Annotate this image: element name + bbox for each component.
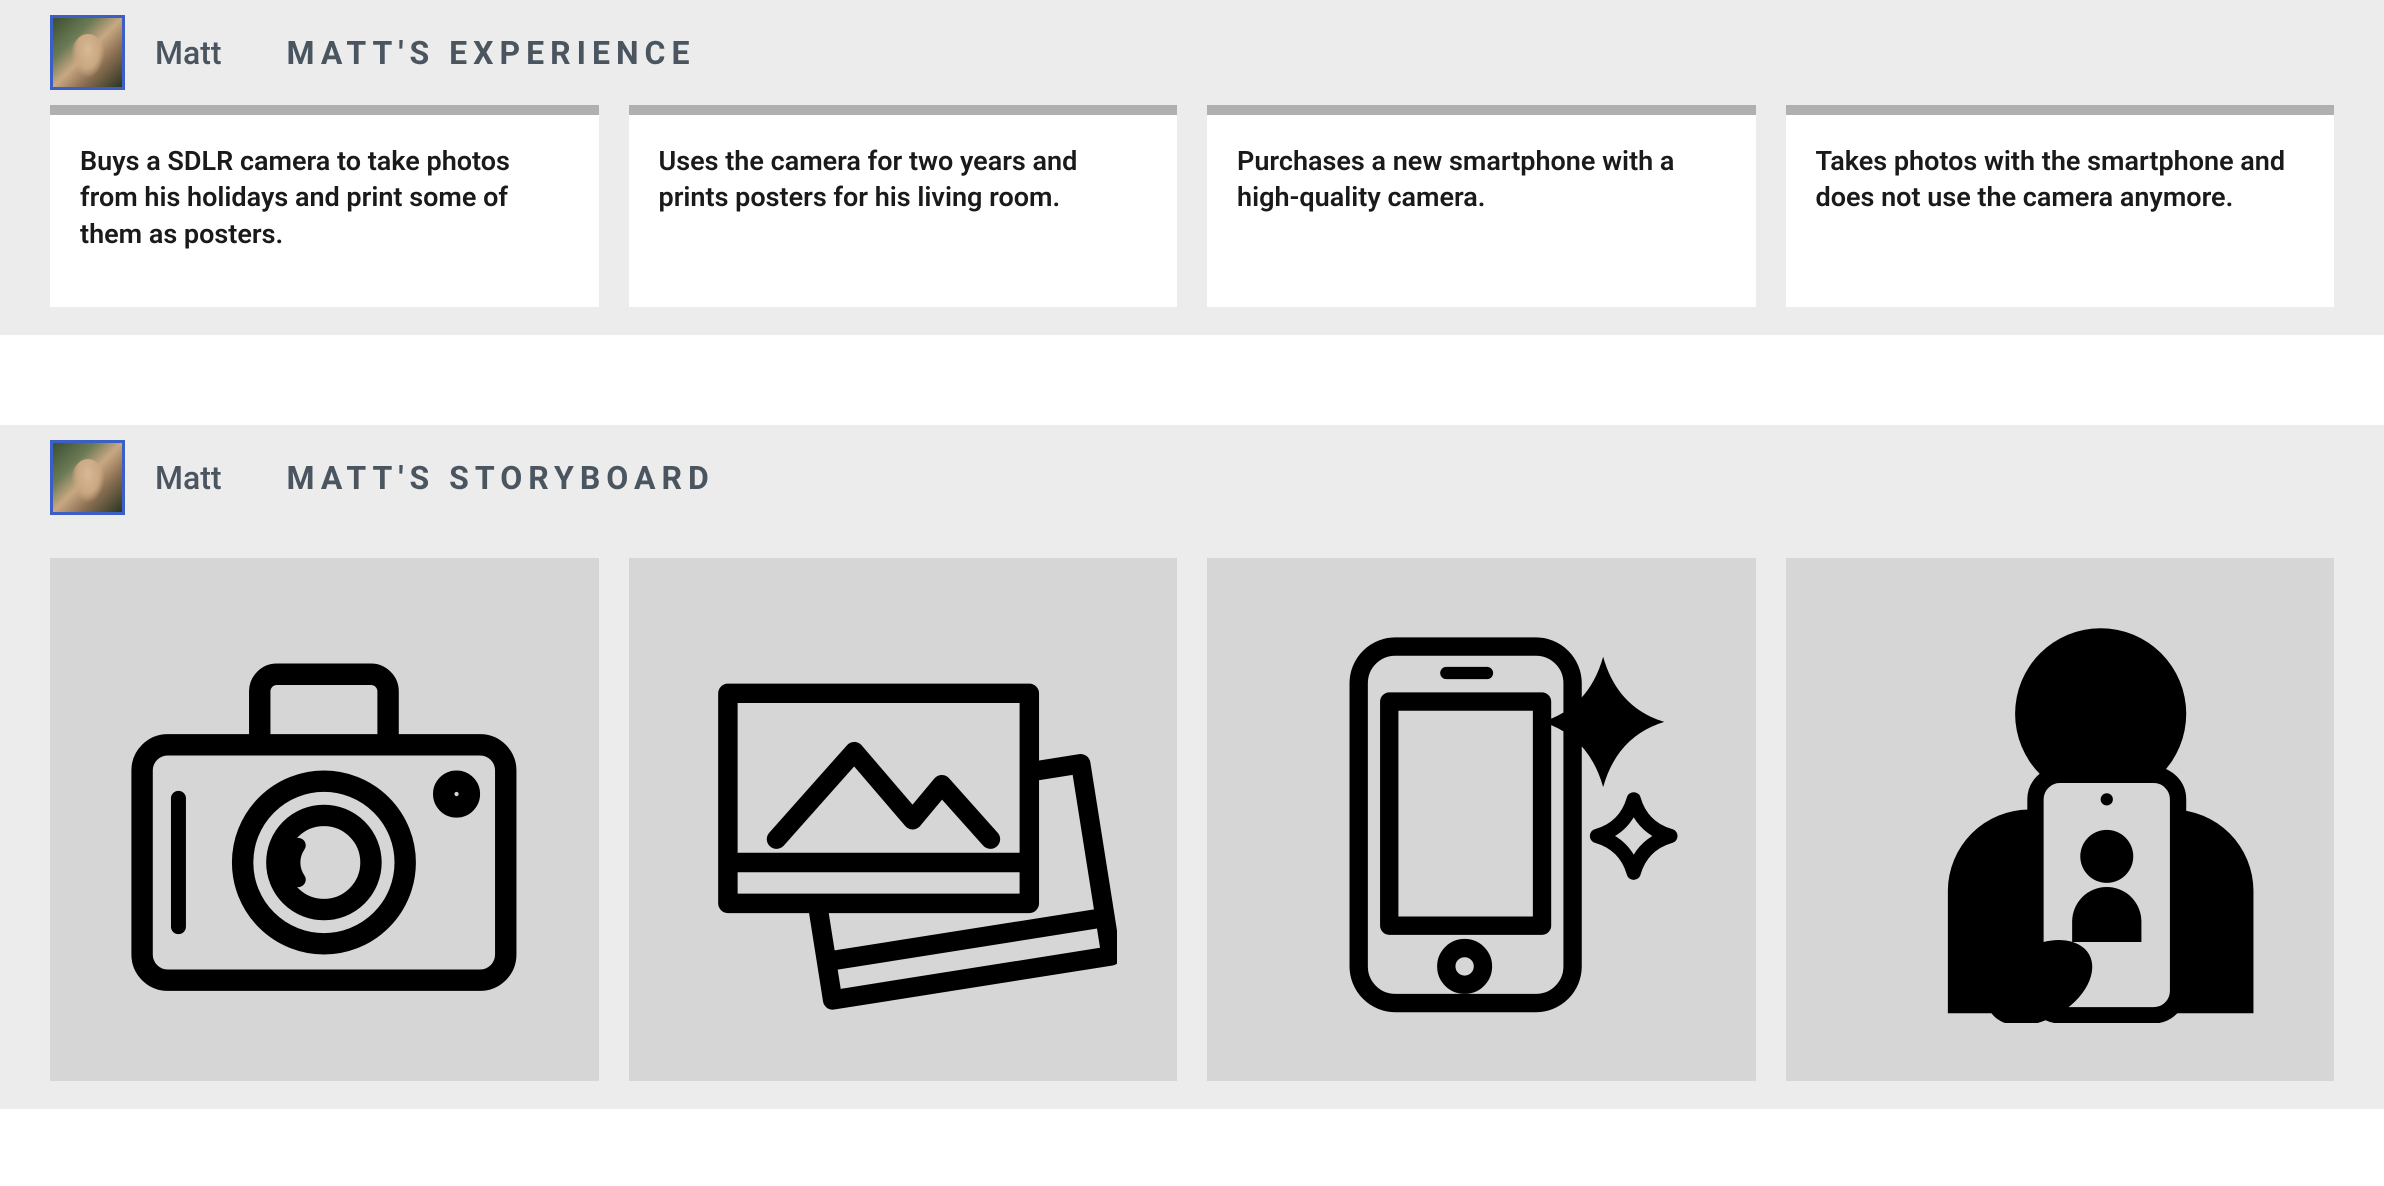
storyboard-card [629, 558, 1178, 1080]
section-gap [0, 335, 2384, 425]
persona-name: Matt [155, 459, 222, 497]
experience-card-text: Buys a SDLR camera to take photos from h… [80, 145, 510, 250]
experience-card: Takes photos with the smartphone and doe… [1786, 105, 2335, 307]
experience-section: Matt MATT'S EXPERIENCE Buys a SDLR camer… [0, 0, 2384, 335]
storyboard-card [50, 558, 599, 1080]
camera-icon [110, 616, 538, 1023]
persona-avatar [50, 440, 125, 515]
storyboard-cards-row [0, 530, 2384, 1080]
experience-card: Buys a SDLR camera to take photos from h… [50, 105, 599, 307]
storyboard-card [1786, 558, 2335, 1080]
storyboard-section: Matt MATT'S STORYBOARD [0, 425, 2384, 1108]
experience-card-text: Takes photos with the smartphone and doe… [1816, 145, 2286, 213]
experience-card: Purchases a new smartphone with a high-q… [1207, 105, 1756, 307]
person-selfie-icon [1846, 616, 2274, 1023]
photos-icon [689, 616, 1117, 1023]
experience-card-text: Purchases a new smartphone with a high-q… [1237, 145, 1674, 213]
storyboard-header: Matt MATT'S STORYBOARD [0, 425, 2384, 530]
smartphone-sparkle-icon [1267, 616, 1695, 1023]
experience-cards-row: Buys a SDLR camera to take photos from h… [0, 105, 2384, 307]
storyboard-title: MATT'S STORYBOARD [287, 459, 715, 497]
persona-avatar [50, 15, 125, 90]
experience-header: Matt MATT'S EXPERIENCE [0, 0, 2384, 105]
persona-name: Matt [155, 34, 222, 72]
experience-card-text: Uses the camera for two years and prints… [659, 145, 1078, 213]
experience-title: MATT'S EXPERIENCE [287, 34, 696, 72]
storyboard-card [1207, 558, 1756, 1080]
experience-card: Uses the camera for two years and prints… [629, 105, 1178, 307]
